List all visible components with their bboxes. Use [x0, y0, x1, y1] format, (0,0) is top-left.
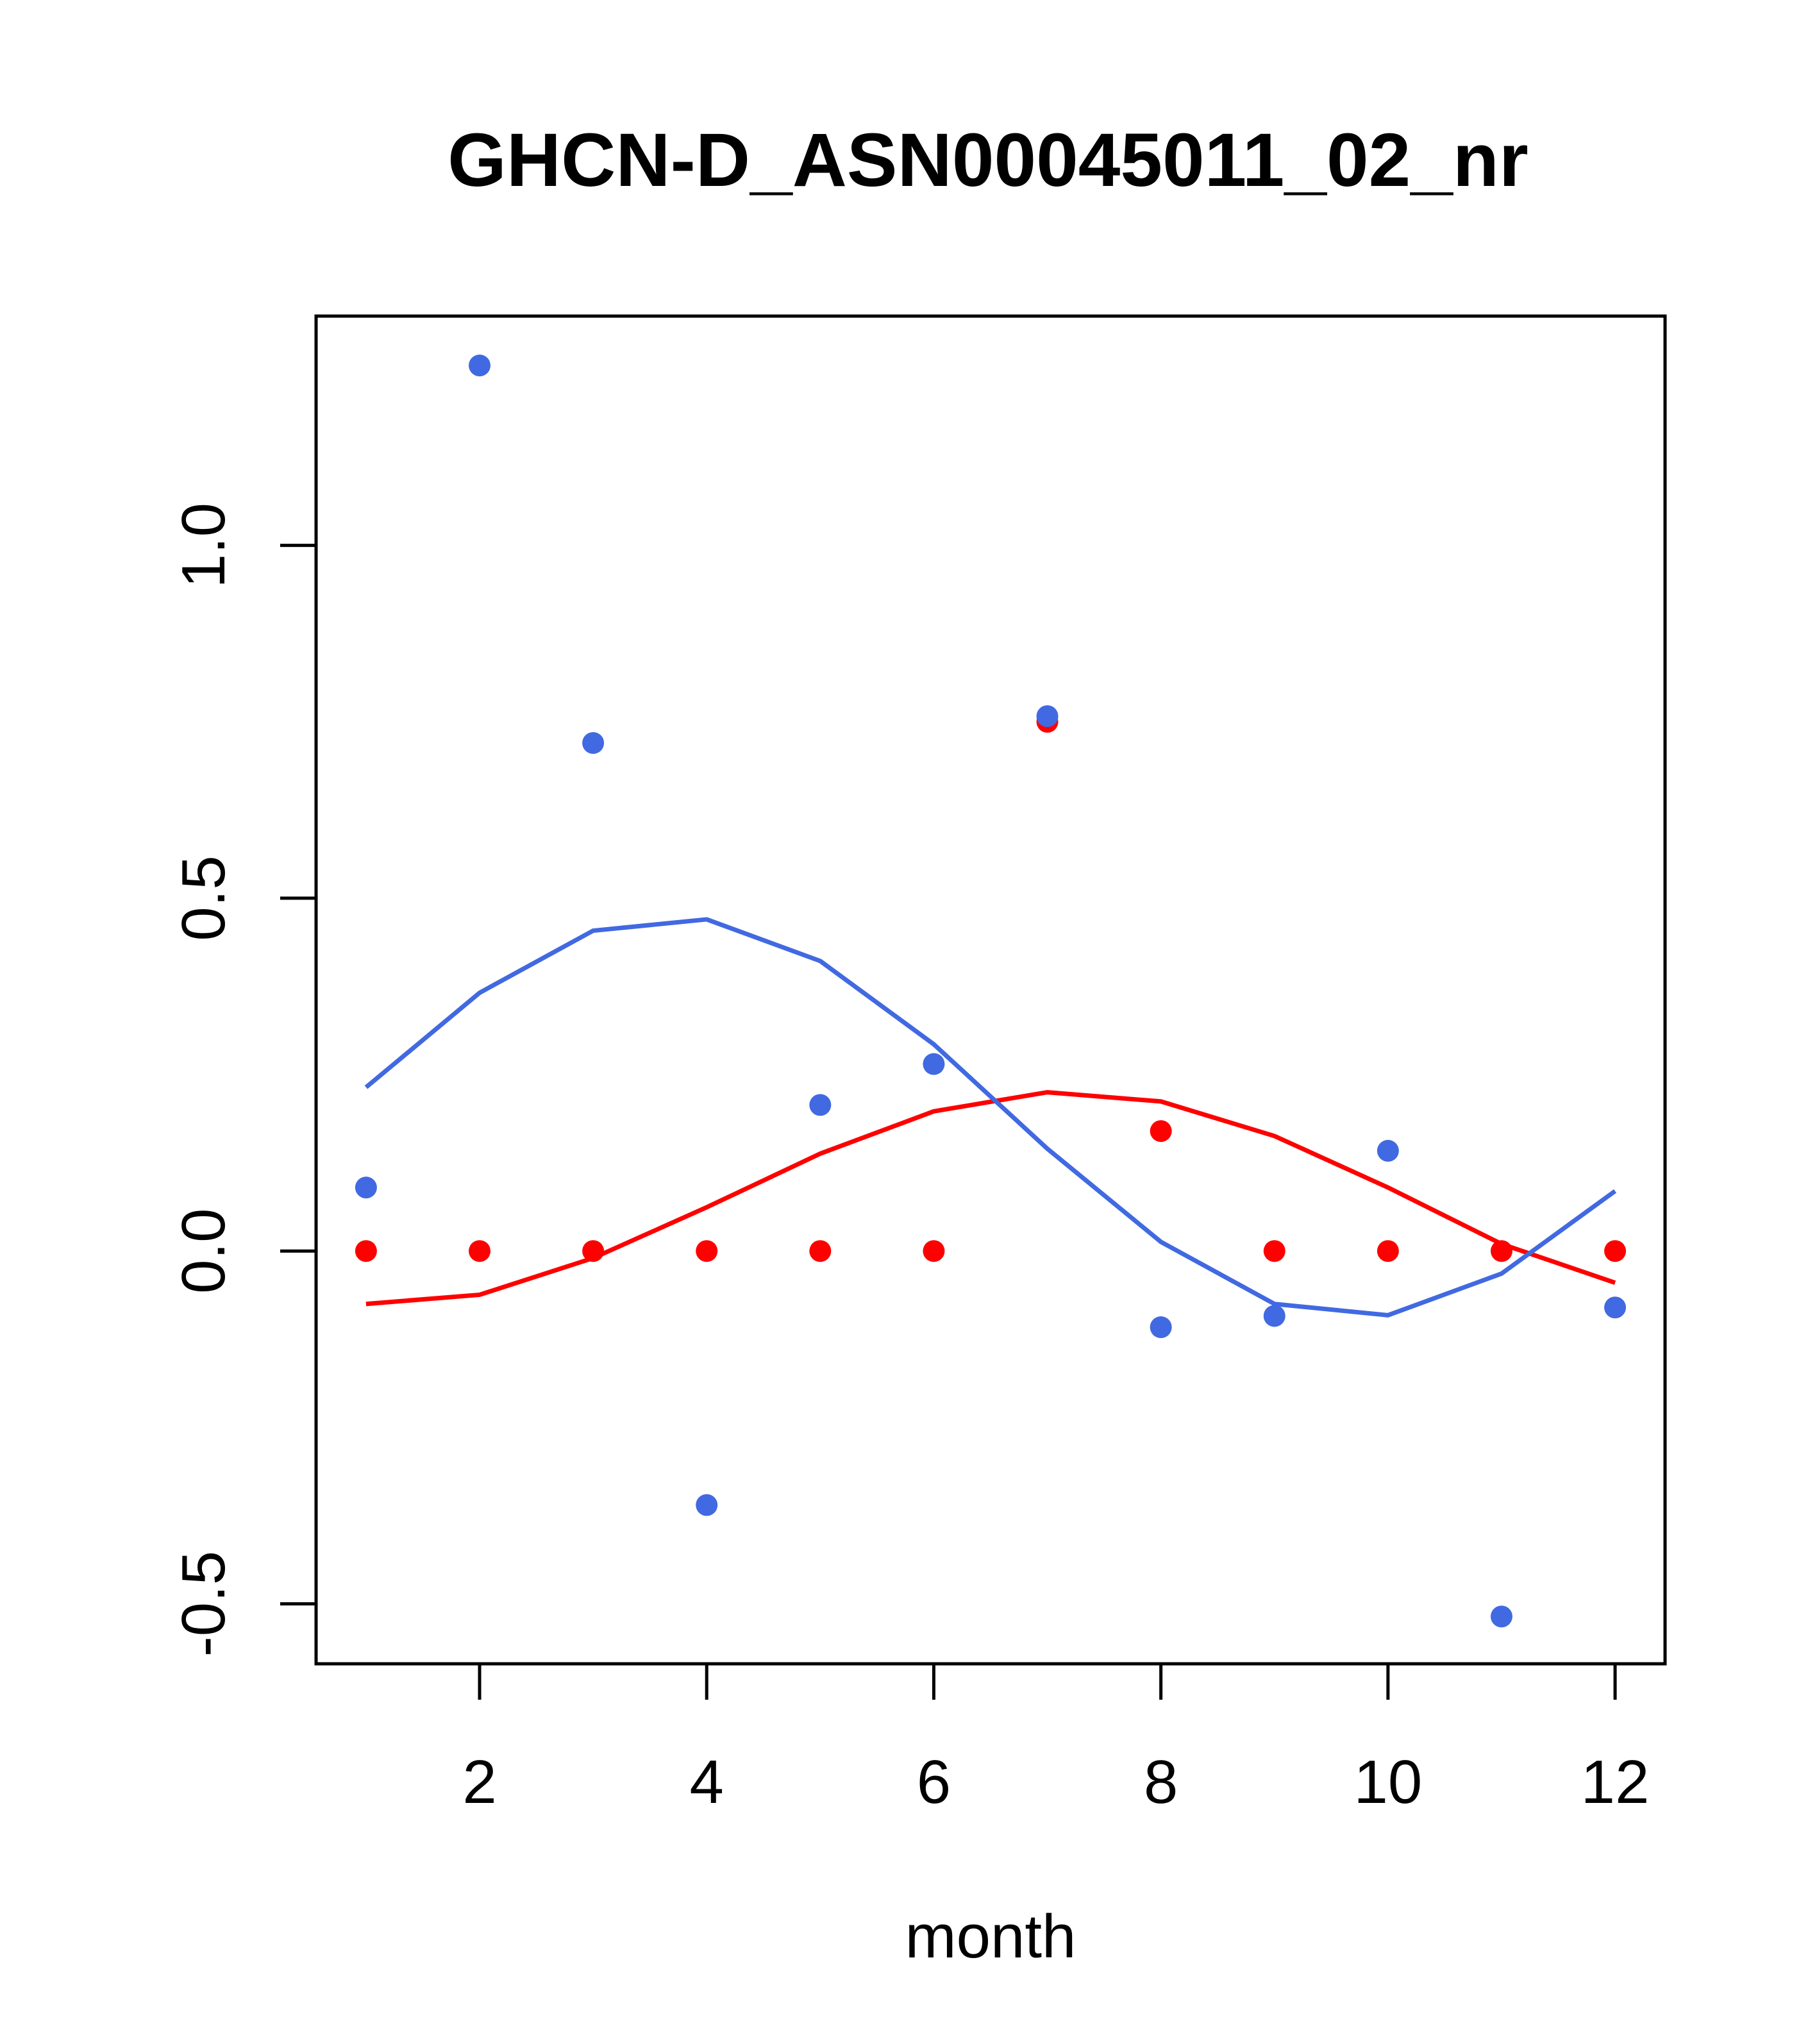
- y-axis: -0.5 0.0 0.5 1.0: [169, 503, 318, 1657]
- series-1-point: [469, 1240, 491, 1262]
- series-1-point: [809, 1240, 832, 1262]
- series-2-point: [1150, 1316, 1172, 1339]
- series-1-point: [355, 1240, 377, 1262]
- series-1-point: [1150, 1120, 1172, 1143]
- series-2-point: [582, 732, 605, 754]
- x-tick-label: 4: [690, 1748, 724, 1816]
- series-2-point: [1490, 1605, 1512, 1628]
- x-tick-label: 8: [1144, 1748, 1178, 1816]
- y-tick-label: 0.5: [169, 855, 238, 941]
- x-tick-label: 12: [1581, 1748, 1650, 1816]
- series-2-point: [696, 1494, 718, 1516]
- series-2-point: [355, 1177, 377, 1199]
- y-tick-label: 0.0: [169, 1208, 238, 1293]
- x-tick-label: 10: [1353, 1748, 1422, 1816]
- series-2-smooth-line: [364, 917, 1617, 1318]
- plot-marks: [355, 355, 1627, 1628]
- series-1-point: [696, 1240, 718, 1262]
- series-2-point: [1604, 1296, 1627, 1319]
- x-tick-label: 6: [917, 1748, 951, 1816]
- series-1-point: [582, 1240, 605, 1262]
- series-1-point: [1604, 1240, 1627, 1262]
- chart-title: GHCN-D_ASN00045011_02_nr: [448, 118, 1528, 203]
- x-axis: 2 4 6 8 10 12: [462, 1662, 1650, 1816]
- y-tick-label: 1.0: [169, 503, 238, 588]
- series-2-point: [809, 1094, 832, 1116]
- series-2-point: [1263, 1305, 1285, 1327]
- plot-frame: [314, 314, 1667, 1666]
- series-1-point: [923, 1240, 945, 1262]
- series-2-point: [1377, 1139, 1399, 1162]
- y-tick-label: -0.5: [169, 1551, 238, 1657]
- series-2-point: [923, 1053, 945, 1075]
- series-2-point: [469, 355, 491, 377]
- x-tick-label: 2: [462, 1748, 496, 1816]
- series-1-point: [1490, 1240, 1512, 1262]
- series-1-point: [1263, 1240, 1285, 1262]
- series-1-smooth-line: [365, 1090, 1616, 1307]
- x-axis-label: month: [905, 1902, 1076, 1971]
- series-2-point: [1036, 705, 1059, 727]
- series-1-point: [1377, 1240, 1399, 1262]
